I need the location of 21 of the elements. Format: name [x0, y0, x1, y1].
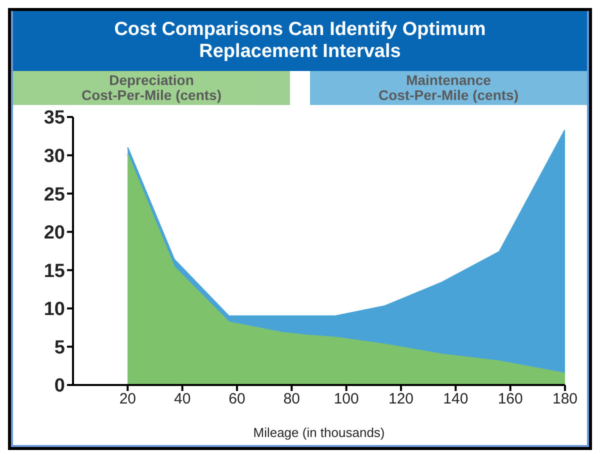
y-tick-label: 5	[54, 337, 66, 358]
x-tick-label: 40	[174, 390, 191, 408]
x-tick-label: 120	[388, 390, 414, 408]
x-tick-label: 20	[119, 390, 136, 408]
y-tick-label: 15	[44, 260, 66, 282]
x-tick-label: 100	[334, 390, 359, 408]
y-tick-label: 25	[44, 184, 66, 206]
y-tick-label: 35	[44, 108, 66, 129]
y-tick-label: 20	[44, 222, 65, 244]
x-tick-label: 80	[283, 390, 300, 408]
x-tick-label: 160	[498, 390, 523, 408]
y-tick-label: 0	[54, 376, 65, 397]
chart-title: Cost Comparisons Can Identify Optimum Replacement Intervals	[13, 11, 587, 71]
y-tick-label: 30	[44, 146, 65, 168]
y-tick-label: 10	[44, 299, 65, 320]
x-tick-label: 180	[552, 390, 578, 408]
x-axis-title: Mileage (in thousands)	[253, 425, 385, 440]
text: Maintenance Cost-Per-Mile (cents)	[378, 72, 519, 103]
text: Depreciation Cost-Per-Mile (cents)	[81, 72, 222, 103]
x-tick-label: 60	[228, 390, 246, 408]
x-tick-label: 140	[443, 390, 468, 408]
